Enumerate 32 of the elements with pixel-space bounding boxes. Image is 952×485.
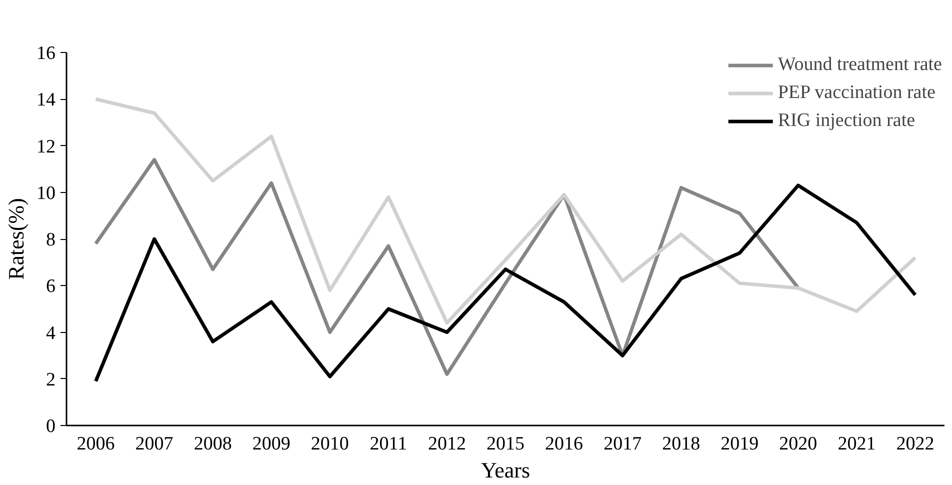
x-tick-label: 2020 <box>779 434 818 454</box>
y-tick-label: 12 <box>36 136 56 158</box>
x-tick-label: 2007 <box>135 434 174 454</box>
legend-label: RIG injection rate <box>778 110 916 132</box>
y-tick-label: 14 <box>36 90 56 111</box>
x-tick-label: 2006 <box>76 434 115 454</box>
x-tick-label: 2016 <box>545 434 584 454</box>
y-tick-label: 8 <box>46 230 56 250</box>
y-tick-label: 4 <box>46 322 56 344</box>
x-tick-label: 2015 <box>486 434 524 454</box>
x-tick-label: 2011 <box>370 434 408 454</box>
line-series <box>94 158 800 376</box>
y-tick-label: 10 <box>36 182 56 204</box>
x-tick-label: 2022 <box>896 434 934 454</box>
line-series <box>94 97 917 325</box>
y-tick-label: 2 <box>46 369 56 390</box>
x-axis-title: Years <box>480 458 530 482</box>
x-tick-label: 2019 <box>720 434 759 454</box>
x-tick-label: 2008 <box>194 434 232 454</box>
line-series <box>94 184 917 383</box>
x-tick-label: 2012 <box>428 434 466 454</box>
x-tick-label: 2017 <box>604 434 642 454</box>
x-tick-label: 2010 <box>310 434 349 454</box>
x-tick-label: 2018 <box>662 434 700 454</box>
y-tick-label: 6 <box>46 276 56 298</box>
legend-label: Wound treatment rate <box>778 54 942 76</box>
y-tick-label: 16 <box>36 43 56 64</box>
y-axis-title: Rates(%) <box>4 198 28 280</box>
y-tick-label: 0 <box>46 416 56 437</box>
x-tick-label: 2021 <box>838 434 876 454</box>
x-tick-label: 2009 <box>252 434 290 454</box>
legend-label: PEP vaccination rate <box>778 82 936 104</box>
